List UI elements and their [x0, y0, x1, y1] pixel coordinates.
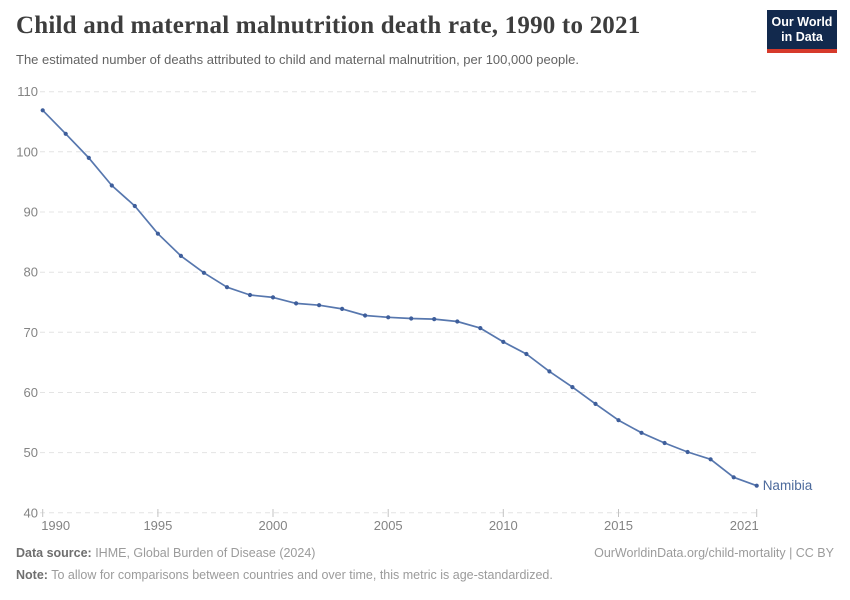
- owid-logo-text: Our World in Data: [767, 10, 837, 49]
- page-title: Child and maternal malnutrition death ra…: [16, 12, 641, 39]
- chart-subtitle: The estimated number of deaths attribute…: [16, 52, 579, 67]
- data-series: Namibia: [40, 108, 813, 493]
- data-line: [42, 109, 757, 487]
- note-line: Note: To allow for comparisons between c…: [16, 568, 834, 582]
- y-gridlines: [40, 91, 758, 514]
- svg-text:2000: 2000: [259, 518, 288, 533]
- svg-text:100: 100: [16, 144, 38, 159]
- data-points: [40, 108, 759, 488]
- svg-text:110: 110: [17, 84, 38, 99]
- owid-citation-link[interactable]: OurWorldinData.org/child-mortality | CC …: [594, 546, 834, 560]
- svg-text:1990: 1990: [41, 518, 70, 533]
- y-axis-labels: 40 50 60 70 80 90 100 110: [16, 84, 38, 520]
- data-source-label: Data source:: [16, 546, 92, 560]
- series-end-label: Namibia: [763, 478, 813, 493]
- svg-text:90: 90: [24, 205, 38, 220]
- svg-text:80: 80: [24, 265, 38, 280]
- svg-text:2021: 2021: [730, 518, 759, 533]
- data-source-line: Data source: IHME, Global Burden of Dise…: [16, 546, 315, 560]
- owid-logo-accent-bar: [767, 49, 837, 53]
- svg-text:40: 40: [24, 505, 38, 520]
- owid-logo[interactable]: Our World in Data: [767, 10, 837, 53]
- svg-text:50: 50: [24, 445, 38, 460]
- svg-text:1995: 1995: [143, 518, 172, 533]
- x-axis-labels: 1990 1995 2000 2005 2010 2015 2021: [41, 518, 759, 533]
- chart-footer: Data source: IHME, Global Burden of Dise…: [16, 546, 834, 582]
- x-axis-ticks: [42, 509, 758, 517]
- svg-text:2015: 2015: [604, 518, 633, 533]
- owid-logo-line2: in Data: [781, 29, 823, 44]
- svg-text:2005: 2005: [374, 518, 403, 533]
- data-source-text: IHME, Global Burden of Disease (2024): [91, 546, 316, 560]
- svg-text:60: 60: [24, 385, 38, 400]
- svg-text:70: 70: [24, 325, 38, 340]
- owid-logo-line1: Our World: [771, 14, 833, 29]
- note-label: Note:: [16, 568, 48, 582]
- svg-text:2010: 2010: [489, 518, 518, 533]
- note-text: To allow for comparisons between countri…: [47, 568, 553, 582]
